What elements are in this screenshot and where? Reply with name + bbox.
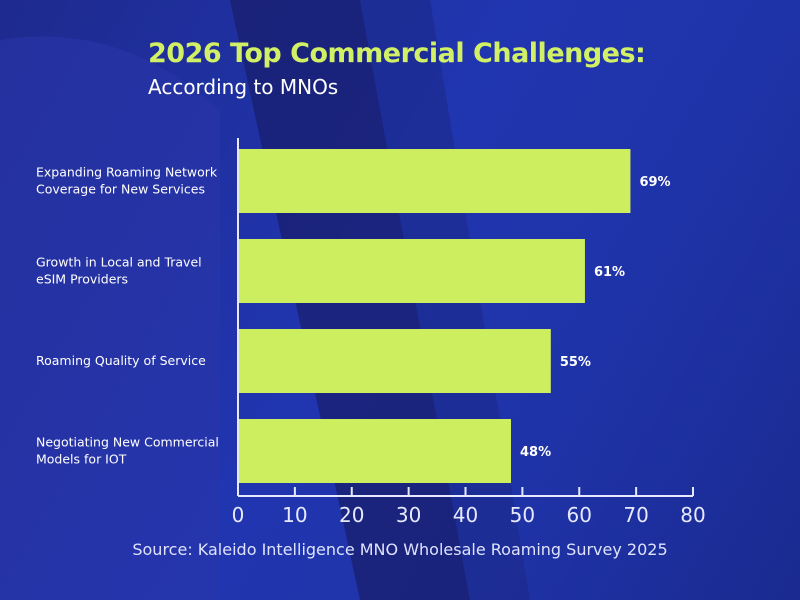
data-label: 69% <box>639 175 670 190</box>
x-tick-label: 30 <box>396 503 421 527</box>
x-tick-label: 60 <box>567 503 592 527</box>
bar <box>239 149 631 213</box>
x-tick-label: 50 <box>510 503 535 527</box>
category-label: Expanding Roaming Network <box>36 165 218 180</box>
data-label: 61% <box>594 265 625 280</box>
chart-subtitle: According to MNOs <box>148 75 339 99</box>
data-label: 48% <box>520 445 551 460</box>
x-tick-label: 20 <box>339 503 364 527</box>
category-label: Roaming Quality of Service <box>36 353 206 368</box>
category-label: Negotiating New Commercial <box>36 435 219 450</box>
x-tick-label: 0 <box>232 503 245 527</box>
category-label: Coverage for New Services <box>36 182 205 197</box>
x-tick-label: 10 <box>282 503 307 527</box>
category-label: Models for IOT <box>36 452 127 467</box>
bar <box>239 419 511 483</box>
x-tick-label: 70 <box>623 503 648 527</box>
x-tick-label: 80 <box>680 503 705 527</box>
chart-title: 2026 Top Commercial Challenges: <box>148 38 646 69</box>
bar <box>239 239 585 303</box>
data-label: 55% <box>560 355 591 370</box>
category-label: Growth in Local and Travel <box>36 255 202 270</box>
source-note: Source: Kaleido Intelligence MNO Wholesa… <box>132 540 668 559</box>
category-label: eSIM Providers <box>36 272 128 287</box>
bar <box>239 329 551 393</box>
x-tick-label: 40 <box>453 503 478 527</box>
